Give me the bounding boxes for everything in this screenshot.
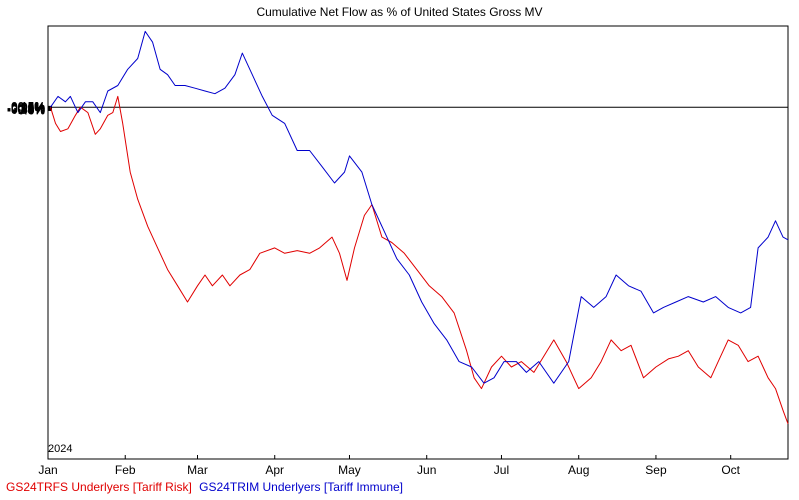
y-tick-label: 0.15% — [11, 99, 45, 113]
plot-border — [47, 25, 789, 460]
y-tick-label: -0.55% — [7, 103, 45, 117]
y-tick-label: -0.25% — [7, 102, 45, 116]
y-tick-label: -0.5% — [14, 103, 46, 117]
x-tick-label: May — [338, 463, 361, 477]
chart-title: Cumulative Net Flow as % of United State… — [256, 5, 543, 19]
x-tick-label: Jun — [417, 463, 436, 477]
y-tick-label: -0.35% — [7, 102, 45, 116]
y-tick-label: -0.4% — [14, 102, 46, 116]
y-tick-label: 0.1% — [18, 100, 46, 114]
series-line-tariff-risk — [50, 95, 789, 424]
x-tick-label: Feb — [115, 463, 136, 477]
line-chart: 0.15%0.1%0.05%0%-0.05%-0.1%-0.15%-0.2%-0… — [7, 25, 789, 477]
y-tick-label: -0.45% — [7, 103, 45, 117]
x-tick-label: Jul — [494, 463, 509, 477]
y-tick-label: -0.1% — [14, 101, 46, 115]
x-tick-label: Oct — [721, 463, 740, 477]
y-tick-label: -0.05% — [7, 100, 45, 114]
y-tick-label: -0.2% — [14, 101, 46, 115]
y-tick-label: -0.15% — [7, 101, 45, 115]
year-label: 2024 — [48, 443, 72, 455]
x-tick-label: Mar — [187, 463, 208, 477]
y-tick-label: -0.6% — [14, 103, 46, 117]
y-tick-label: 0.05% — [11, 100, 45, 114]
legend: GS24TRFS Underlyers [Tariff Risk] GS24TR… — [6, 480, 407, 494]
x-tick-label: Apr — [265, 463, 284, 477]
x-tick-label: Aug — [568, 463, 589, 477]
plot-frame — [47, 25, 789, 460]
legend-entry-tariff-immune: GS24TRIM Underlyers [Tariff Immune] — [199, 480, 404, 494]
legend-entry-tariff-risk: GS24TRFS Underlyers [Tariff Risk] — [6, 480, 192, 494]
y-axis: 0.15%0.1%0.05%0%-0.05%-0.1%-0.15%-0.2%-0… — [7, 99, 52, 117]
x-axis: Jan Feb Mar Apr May Jun Jul Aug Sep Oct — [38, 455, 741, 477]
x-tick-label: Sep — [645, 463, 667, 477]
x-tick-label: Jan — [38, 463, 57, 477]
y-tick-label: 0% — [28, 100, 46, 114]
series-lines — [50, 30, 789, 424]
series-line-tariff-immune — [50, 30, 789, 384]
y-tick-label: -0.3% — [14, 102, 46, 116]
